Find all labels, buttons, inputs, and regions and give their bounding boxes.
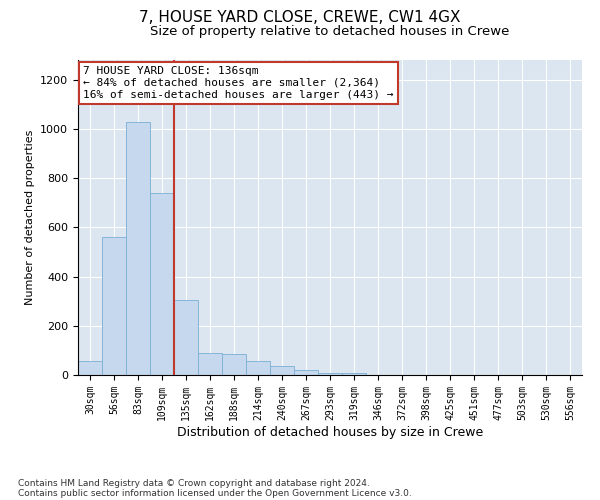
- Bar: [318, 372, 342, 375]
- Bar: [294, 370, 318, 375]
- Text: Contains public sector information licensed under the Open Government Licence v3: Contains public sector information licen…: [18, 488, 412, 498]
- Bar: [102, 237, 126, 375]
- Bar: [270, 366, 294, 375]
- Text: Contains HM Land Registry data © Crown copyright and database right 2024.: Contains HM Land Registry data © Crown c…: [18, 478, 370, 488]
- Bar: [78, 362, 102, 375]
- Bar: [126, 122, 150, 375]
- Bar: [174, 300, 198, 375]
- Title: Size of property relative to detached houses in Crewe: Size of property relative to detached ho…: [151, 25, 509, 38]
- Bar: [150, 193, 174, 375]
- Text: 7, HOUSE YARD CLOSE, CREWE, CW1 4GX: 7, HOUSE YARD CLOSE, CREWE, CW1 4GX: [139, 10, 461, 25]
- Y-axis label: Number of detached properties: Number of detached properties: [25, 130, 35, 305]
- X-axis label: Distribution of detached houses by size in Crewe: Distribution of detached houses by size …: [177, 426, 483, 438]
- Bar: [246, 362, 270, 375]
- Text: 7 HOUSE YARD CLOSE: 136sqm
← 84% of detached houses are smaller (2,364)
16% of s: 7 HOUSE YARD CLOSE: 136sqm ← 84% of deta…: [83, 66, 394, 100]
- Bar: [222, 354, 246, 375]
- Bar: [198, 353, 222, 375]
- Bar: [342, 372, 366, 375]
